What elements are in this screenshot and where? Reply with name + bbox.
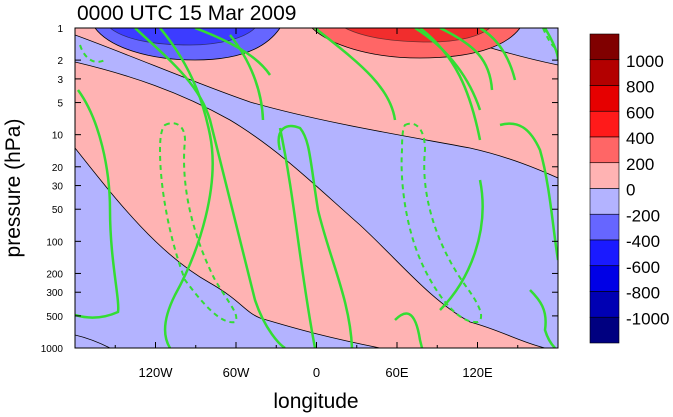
x-tick-label: 60E <box>385 365 408 380</box>
plot-area <box>75 28 558 348</box>
green-contour-line <box>419 28 482 141</box>
x-ticks: 120W 60W 0 60E 120E <box>114 28 519 380</box>
y-axis-label: pressure (hPa) <box>2 119 25 258</box>
y-tick-label: 1 <box>57 24 63 35</box>
colorbar-label: 800 <box>626 78 654 97</box>
green-dashed-contour <box>400 122 483 324</box>
colorbar-swatch <box>589 316 620 344</box>
green-contour-line <box>499 122 558 261</box>
y-tick-label: 5 <box>57 99 63 110</box>
y-tick-label: 3 <box>57 75 63 86</box>
x-tick-label: 120E <box>462 365 493 380</box>
x-tick-label: 120W <box>139 365 174 380</box>
colorbar-label: 0 <box>626 181 635 200</box>
strongest-negative-cell <box>109 28 256 46</box>
y-tick-label: 50 <box>52 205 64 216</box>
x-tick-label: 60W <box>223 365 250 380</box>
colorbar-label: 200 <box>626 155 654 174</box>
y-tick-label: 20 <box>52 163 64 174</box>
y-tick-label: 1000 <box>41 344 64 355</box>
colorbar-swatch <box>589 85 620 112</box>
strongest-positive-cell <box>344 28 491 43</box>
green-contour-line <box>278 127 317 348</box>
colorbar-label: -800 <box>626 284 660 303</box>
colorbar-swatch <box>589 110 620 138</box>
colorbar-label: 600 <box>626 103 654 122</box>
green-contour-line <box>194 28 272 76</box>
colorbar-swatch <box>589 213 620 241</box>
colorbar-swatch <box>589 136 620 164</box>
colorbar-swatch <box>589 265 620 292</box>
x-tick-label: 0 <box>313 365 320 380</box>
green-contour-line <box>159 28 214 348</box>
negative-band-middle <box>75 34 558 348</box>
colorbar-swatch <box>589 33 620 61</box>
colorbar-label: -400 <box>626 232 660 251</box>
colorbar-label: -600 <box>626 258 660 277</box>
green-contour-line <box>414 28 482 111</box>
y-tick-label: 2 <box>57 56 63 67</box>
green-dashed-contour <box>158 122 238 324</box>
colorbar-swatch <box>589 59 620 86</box>
negative-band-lower-left <box>75 147 381 348</box>
green-contour-line <box>75 89 120 319</box>
colorbar-swatch <box>589 162 620 189</box>
x-axis-label: longitude <box>273 390 358 413</box>
green-contour-line <box>134 28 286 348</box>
colorbar-label: 400 <box>626 129 654 148</box>
y-tick-label: 100 <box>46 237 63 248</box>
colorbar-label: -200 <box>626 206 660 225</box>
green-dashed-contours <box>79 28 556 324</box>
green-solid-contours <box>75 28 558 348</box>
y-ticks: 1 2 3 5 10 20 30 50 100 200 300 500 1000 <box>41 24 558 355</box>
y-tick-label: 300 <box>46 288 63 299</box>
colorbar-swatch <box>589 291 620 318</box>
y-tick-label: 10 <box>52 131 64 142</box>
green-contour-line <box>314 28 397 121</box>
y-tick-label: 500 <box>46 312 63 323</box>
green-dashed-contour <box>542 28 556 49</box>
green-contour-line <box>439 179 484 311</box>
green-contour-line <box>479 28 517 81</box>
colorbar-swatch <box>589 188 620 215</box>
green-contour-line <box>394 312 424 348</box>
green-contour-line <box>439 28 494 91</box>
colorbar-label: 1000 <box>626 52 664 71</box>
green-contour-line <box>529 289 556 348</box>
colorbar-swatch <box>589 239 620 267</box>
chart-title: 0000 UTC 15 Mar 2009 <box>77 2 296 25</box>
colorbar-label: -1000 <box>626 309 669 328</box>
green-contour-line <box>277 124 354 348</box>
negative-band-lower-right <box>75 334 111 348</box>
y-tick-label: 200 <box>46 269 63 280</box>
y-tick-label: 30 <box>52 182 64 193</box>
colorbar: 1000 800 600 400 200 0 -200 -400 -600 -800 -1000 <box>589 33 669 344</box>
green-contour-line <box>229 34 265 121</box>
green-dashed-contour <box>79 44 106 63</box>
